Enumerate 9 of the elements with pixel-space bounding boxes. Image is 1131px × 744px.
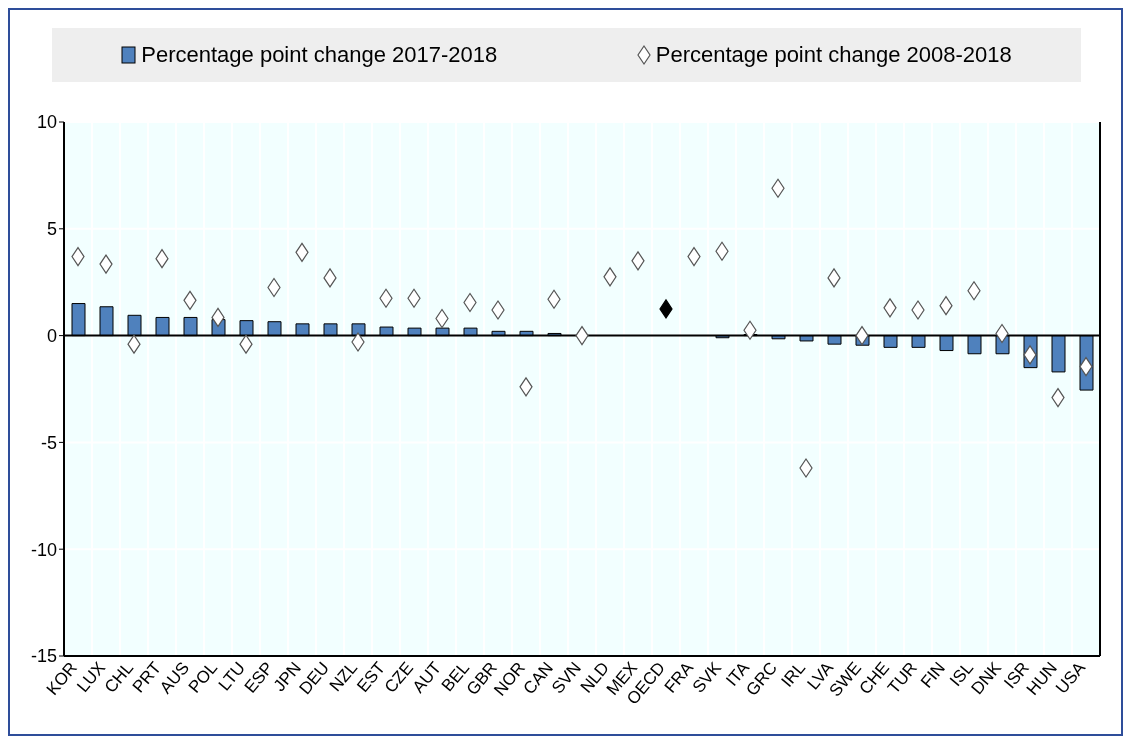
y-tick-label: -10 [30, 539, 57, 560]
y-tick-label: -15 [30, 646, 57, 667]
y-tick-label: -5 [40, 432, 57, 453]
y-tick-label: 5 [46, 219, 57, 240]
y-tick-label: 10 [36, 112, 57, 133]
legend-label: Percentage point change 2008-2018 [654, 42, 1012, 68]
x-tick-label: FIN [916, 658, 950, 692]
legend-label: Percentage point change 2017-2018 [140, 42, 498, 68]
y-tick-label: 0 [46, 325, 57, 346]
